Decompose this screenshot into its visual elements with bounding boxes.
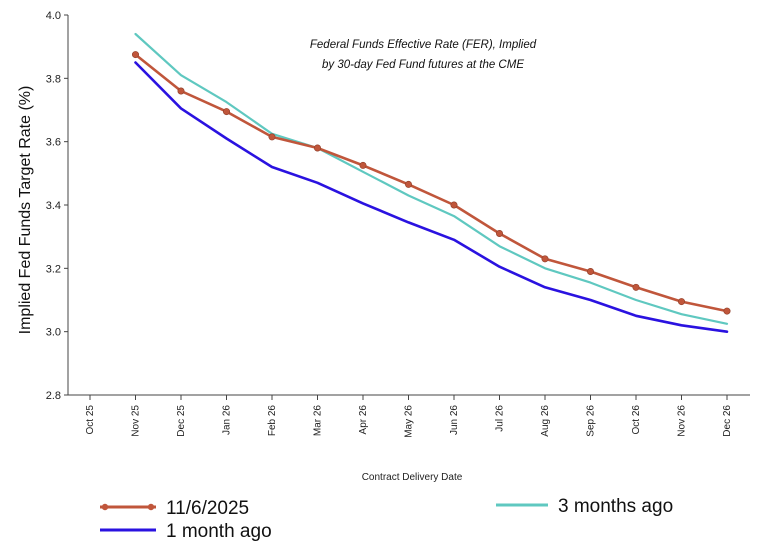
series-line-3-months-ago xyxy=(134,32,729,325)
legend-label-3-months-ago: 3 months ago xyxy=(558,496,673,517)
data-point-11-6-2025 xyxy=(495,230,503,238)
data-point-11-6-2025 xyxy=(223,108,231,116)
x-tick-label: Dec 26 xyxy=(722,405,733,437)
data-point-11-6-2025 xyxy=(450,201,458,209)
x-tick-label: Jul 26 xyxy=(495,405,506,432)
x-axis-title: Contract Delivery Date xyxy=(362,472,463,483)
y-tick-label: 4.0 xyxy=(46,10,61,22)
y-tick-label: 3.0 xyxy=(46,327,61,339)
chart-annotation-line-2: by 30-day Fed Fund futures at the CME xyxy=(322,59,524,71)
x-tick-label: Jun 26 xyxy=(449,405,460,435)
legend-item-11-6-2025: 11/6/2025 xyxy=(100,498,249,519)
series-line-1-month-ago xyxy=(134,61,729,333)
x-tick-label: Oct 26 xyxy=(631,405,642,435)
x-tick-label: Mar 26 xyxy=(313,405,324,437)
x-tick-label: Feb 26 xyxy=(267,405,278,437)
x-tick-label: May 26 xyxy=(404,405,415,438)
data-point-11-6-2025 xyxy=(359,161,367,169)
x-axis: Oct 25 Nov 25 Dec 25 Jan 26 Feb 26 Mar 26 Apr … xyxy=(85,395,733,438)
data-point-11-6-2025 xyxy=(541,255,549,263)
data-point-11-6-2025 xyxy=(177,87,185,95)
legend-label-11-6-2025: 11/6/2025 xyxy=(166,498,249,519)
legend-item-1-month-ago: 1 month ago xyxy=(100,521,272,542)
series-layer xyxy=(132,32,731,333)
data-point-11-6-2025 xyxy=(586,267,594,275)
data-point-11-6-2025 xyxy=(268,133,276,141)
y-tick-label: 3.2 xyxy=(46,263,61,275)
data-point-11-6-2025 xyxy=(313,144,321,152)
data-point-11-6-2025 xyxy=(404,180,412,188)
x-tick-label: Jan 26 xyxy=(222,405,233,435)
legend-item-3-months-ago: 3 months ago xyxy=(496,496,673,517)
legend: 11/6/2025 3 months ago 1 month ago xyxy=(100,496,673,542)
y-tick-label: 3.8 xyxy=(46,73,61,85)
plot-area xyxy=(67,15,750,396)
x-tick-label: Nov 26 xyxy=(677,405,688,437)
x-tick-label: Apr 26 xyxy=(358,405,369,435)
y-tick-label: 2.8 xyxy=(46,390,61,402)
x-tick-label: Oct 25 xyxy=(85,405,96,435)
y-tick-label: 3.4 xyxy=(46,200,61,212)
x-tick-label: Dec 25 xyxy=(176,405,187,437)
series-line-11-6-2025 xyxy=(134,53,729,313)
x-tick-label: Nov 25 xyxy=(131,405,142,437)
x-tick-label: Sep 26 xyxy=(586,405,597,437)
data-point-11-6-2025 xyxy=(723,307,731,315)
data-point-11-6-2025 xyxy=(677,298,685,306)
data-point-11-6-2025 xyxy=(632,283,640,291)
legend-label-1-month-ago: 1 month ago xyxy=(166,521,272,542)
data-point-11-6-2025 xyxy=(132,51,140,59)
y-axis: 2.8 3.0 3.2 3.4 3.6 3.8 4.0 xyxy=(46,10,68,402)
chart-annotation-line-1: Federal Funds Effective Rate (FER), Impl… xyxy=(310,39,537,51)
y-tick-label: 3.6 xyxy=(46,137,61,149)
x-tick-label: Aug 26 xyxy=(540,405,551,437)
y-axis-title: Implied Fed Funds Target Rate (%) xyxy=(17,86,34,335)
